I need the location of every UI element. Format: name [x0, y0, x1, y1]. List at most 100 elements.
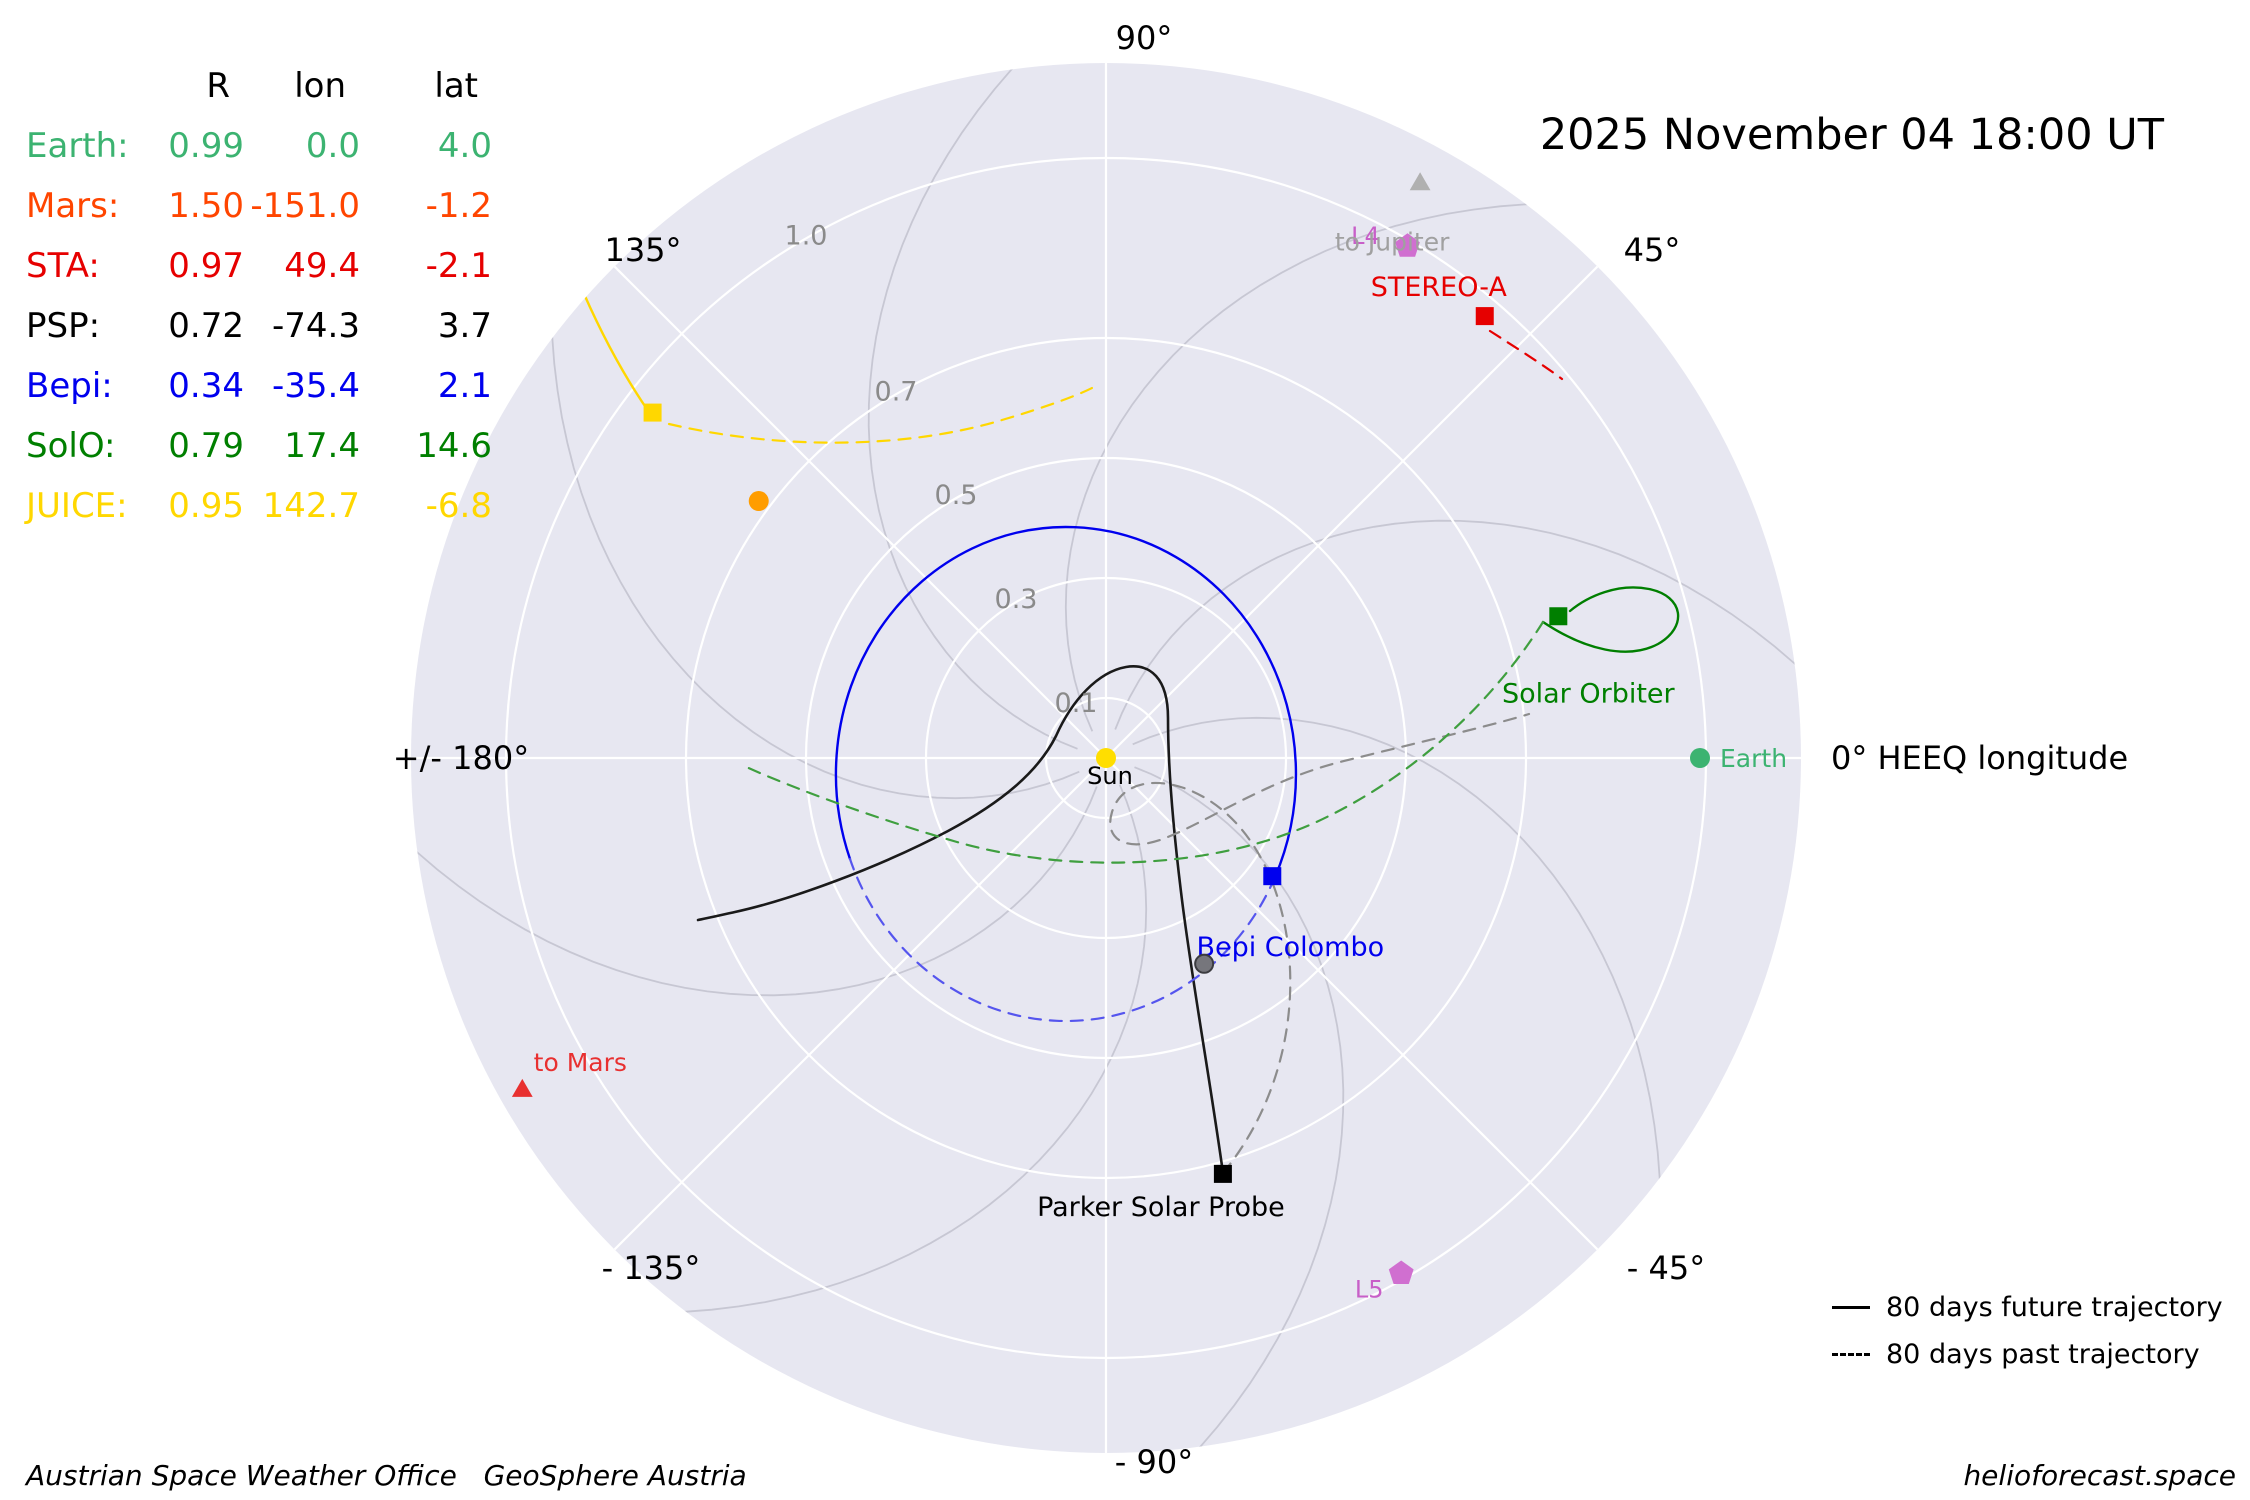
parker-spiral-line: [551, 336, 1080, 800]
r-tick-label: 0.3: [995, 584, 1038, 615]
angle-label-minus-135: - 135°: [601, 1249, 701, 1287]
table-row-name: PSP:: [26, 306, 101, 346]
angle-label-minus-45: - 45°: [1626, 1249, 1706, 1287]
legend-row-past: 80 days past trajectory: [1832, 1339, 2223, 1370]
l5-marker: [1388, 1260, 1414, 1284]
table-row-name: JUICE:: [26, 486, 128, 526]
table-header-R: R: [206, 66, 230, 106]
solo-past-trajectory: [742, 620, 1545, 864]
bepi-future-trajectory: [834, 525, 1298, 879]
l4-label: L4: [1351, 222, 1380, 250]
earth-label: Earth: [1720, 744, 1787, 773]
l4-marker: [1395, 233, 1420, 257]
sun-marker: [1096, 748, 1116, 768]
mercury-marker: [1194, 953, 1215, 974]
juice-past-trajectory: [667, 386, 1094, 444]
stereo-a-label: STEREO-A: [1371, 272, 1508, 303]
to-jupiter-label: to Jupiter: [1335, 227, 1450, 256]
table-header-lon: lon: [294, 66, 346, 106]
solo-future-trajectory: [1541, 586, 1680, 653]
table-cell-R: 0.72: [168, 306, 244, 346]
earth-marker: [1690, 748, 1710, 768]
r-tick-label: 0.1: [1055, 688, 1098, 719]
trajectory-group: [576, 278, 1680, 1175]
r-tick-label: 1.0: [785, 220, 828, 251]
table-cell-lat: 4.0: [437, 126, 492, 166]
table-cell-lon: -35.4: [272, 366, 360, 406]
table-cell-R: 0.34: [168, 366, 244, 406]
legend-row-future: 80 days future trajectory: [1832, 1292, 2223, 1323]
grid-spoke: [1105, 757, 1599, 1251]
angle-label-minus-90: - 90°: [1114, 1443, 1194, 1481]
solid-line-icon: [1832, 1306, 1870, 1309]
l5-label: L5: [1355, 1276, 1384, 1304]
table-row-name: Bepi:: [26, 366, 113, 406]
to-mars-label: to Mars: [534, 1048, 627, 1077]
r-tick-label: 0.5: [935, 480, 978, 511]
legend-past-label: 80 days past trajectory: [1886, 1339, 2200, 1370]
to-jupiter-marker: [1409, 172, 1431, 191]
legend-future-label: 80 days future trajectory: [1886, 1292, 2223, 1323]
grid-spoke: [613, 265, 1107, 759]
parker-spiral-line: [1114, 519, 1797, 730]
angle-label-90: 90°: [1115, 19, 1173, 57]
parker-solar-probe-marker: [1213, 1164, 1232, 1183]
sun-label: Sun: [1087, 762, 1133, 790]
table-cell-lat: 3.7: [437, 306, 492, 346]
table-cell-lat: 14.6: [416, 426, 492, 466]
table-cell-R: 0.79: [168, 426, 244, 466]
table-cell-lat: 2.1: [437, 366, 492, 406]
psp-future-trajectory: [696, 665, 1225, 1175]
datetime-title: 2025 November 04 18:00 UT: [1539, 110, 2164, 160]
table-row-name: STA:: [26, 246, 100, 286]
grid-spoke: [613, 757, 1107, 1251]
angle-label-180: +/- 180°: [392, 739, 530, 777]
angle-label-0-heeq: 0° HEEQ longitude: [1831, 739, 2129, 777]
table-cell-lat: -6.8: [425, 486, 492, 526]
parker-spiral-line: [684, 784, 1148, 1313]
stereo-a-past-trajectory: [1488, 329, 1564, 381]
table-cell-lon: -74.3: [272, 306, 360, 346]
table-row-name: SolO:: [26, 426, 116, 466]
parker-spiral-line: [415, 786, 1098, 997]
solar-orbiter-label: Solar Orbiter: [1502, 678, 1676, 709]
parker-solar-probe-label: Parker Solar Probe: [1037, 1192, 1285, 1223]
table-cell-lon: 49.4: [284, 246, 360, 286]
footer-attribution: Austrian Space Weather Office GeoSphere …: [26, 1459, 747, 1492]
table-corner: [26, 56, 144, 116]
table-cell-R: 0.95: [168, 486, 244, 526]
parker-spiral-line: [1132, 716, 1661, 1180]
table-row-name: Mars:: [26, 186, 120, 226]
table-cell-lon: -151.0: [250, 186, 360, 226]
dashed-line-icon: [1832, 1353, 1870, 1356]
table-row-name: Earth:: [26, 126, 129, 166]
table-cell-R: 0.99: [168, 126, 244, 166]
psp-past-trajectory: [1109, 712, 1531, 1175]
table-cell-lon: 0.0: [305, 126, 360, 166]
trajectory-legend: 80 days future trajectory 80 days past t…: [1832, 1292, 2223, 1370]
parker-spiral-line: [867, 67, 1078, 750]
angle-label-135: 135°: [604, 231, 682, 269]
table-cell-lat: -1.2: [425, 186, 492, 226]
table-cell-lon: 17.4: [284, 426, 360, 466]
parker-spiral-line: [1134, 766, 1345, 1449]
bepi-past-trajectory: [848, 857, 1277, 1023]
juice-marker: [643, 403, 662, 422]
stereo-a-marker: [1475, 307, 1494, 326]
r-tick-label: 0.7: [875, 376, 918, 407]
to-mars-marker: [511, 1078, 533, 1097]
parker-spiral-line: [1064, 203, 1528, 732]
venus-marker: [748, 491, 769, 512]
solar-orbiter-marker: [1549, 607, 1568, 626]
spiral-group: [415, 67, 1797, 1449]
angle-label-45: 45°: [1623, 231, 1681, 269]
bepi-colombo-label: Bepi Colombo: [1196, 932, 1384, 963]
table-cell-R: 1.50: [168, 186, 244, 226]
table-cell-lat: -2.1: [425, 246, 492, 286]
footer-website: helioforecast.space: [1963, 1459, 2236, 1492]
bepi-colombo-marker: [1263, 867, 1282, 886]
juice-future-trajectory: [576, 278, 651, 414]
